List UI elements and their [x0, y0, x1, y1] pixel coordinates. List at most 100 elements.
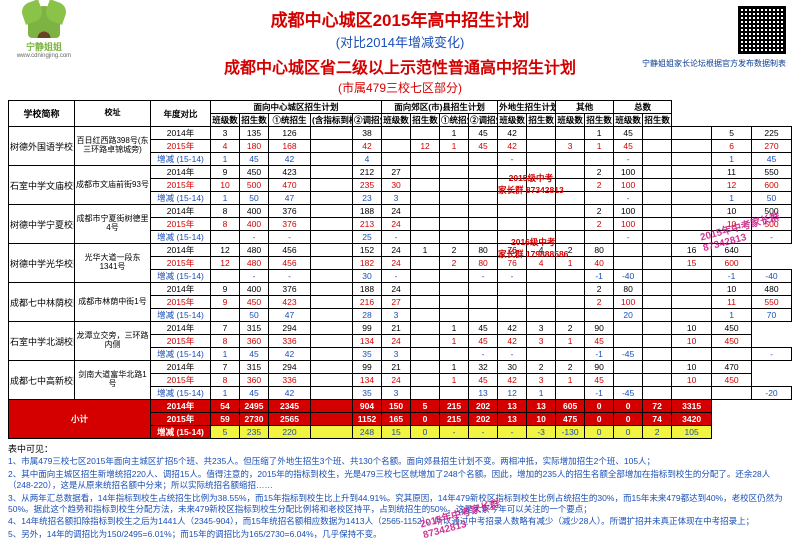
data-cell: 134: [353, 374, 382, 387]
data-cell: [311, 270, 353, 283]
data-cell: [643, 166, 672, 179]
subtotal-cell: 54: [211, 400, 240, 413]
data-cell: [440, 218, 469, 231]
data-cell: [556, 192, 585, 205]
data-cell: [643, 296, 672, 309]
data-cell: 188: [353, 205, 382, 218]
data-cell: 12: [411, 140, 440, 153]
data-cell: [311, 153, 353, 166]
school-name: 石室中学文庙校区: [9, 166, 75, 205]
data-cell: [498, 166, 527, 179]
data-cell: 2: [585, 205, 614, 218]
subtotal-cell: 1152: [353, 413, 382, 426]
col-subheader: ①统招生: [440, 114, 469, 127]
data-cell: -: [469, 348, 498, 361]
school-name: 树德外国语学校: [9, 127, 75, 166]
col-subheader: 班级数: [614, 114, 643, 127]
data-cell: -: [752, 348, 792, 361]
data-cell: [440, 348, 469, 361]
data-cell: [712, 348, 752, 361]
data-cell: [672, 296, 712, 309]
data-cell: [311, 244, 353, 257]
data-cell: [614, 244, 643, 257]
data-cell: 212: [353, 166, 382, 179]
data-cell: 32: [469, 361, 498, 374]
data-cell: [643, 309, 672, 322]
data-cell: [469, 231, 498, 244]
col-subheader: ①统招生: [269, 114, 311, 127]
data-cell: 35: [353, 348, 382, 361]
data-cell: 28: [353, 309, 382, 322]
data-cell: 45: [240, 153, 269, 166]
data-cell: [643, 270, 672, 283]
year-label: 2014年: [151, 361, 211, 374]
data-cell: 50: [752, 192, 792, 205]
col-subheader: 班级数: [211, 114, 240, 127]
data-cell: [469, 192, 498, 205]
data-cell: [311, 257, 353, 270]
year-label: 2015年: [151, 296, 211, 309]
data-cell: [614, 335, 643, 348]
data-cell: [469, 166, 498, 179]
year-label: 2015年: [151, 335, 211, 348]
data-cell: 480: [752, 283, 792, 296]
data-cell: [440, 231, 469, 244]
data-cell: [411, 127, 440, 140]
data-cell: -40: [752, 270, 792, 283]
data-cell: 182: [353, 257, 382, 270]
data-cell: 1: [440, 322, 469, 335]
year-label: 2015年: [151, 257, 211, 270]
subtotal-cell: 0: [585, 413, 614, 426]
data-cell: 35: [353, 387, 382, 400]
notes-item: 4、14年统招名额扣除指标到校生之后为1441人（2345-904），而15年统…: [8, 516, 792, 527]
data-cell: [527, 179, 556, 192]
data-cell: 152: [353, 244, 382, 257]
school-address: 成都市文庙前街93号: [75, 166, 151, 205]
data-cell: 2: [440, 244, 469, 257]
data-cell: -: [382, 270, 411, 283]
data-cell: [672, 218, 712, 231]
data-cell: 2: [556, 361, 585, 374]
data-cell: -: [382, 231, 411, 244]
year-label: 2014年: [151, 127, 211, 140]
data-cell: 1: [556, 374, 585, 387]
data-cell: 3: [382, 387, 411, 400]
data-cell: -1: [585, 387, 614, 400]
data-cell: 315: [240, 361, 269, 374]
data-cell: [411, 387, 440, 400]
data-cell: [498, 309, 527, 322]
data-cell: 80: [469, 244, 498, 257]
data-cell: [498, 283, 527, 296]
data-cell: [527, 296, 556, 309]
data-cell: 1: [712, 153, 752, 166]
data-cell: 1: [712, 192, 752, 205]
data-cell: 47: [269, 309, 311, 322]
data-cell: 423: [269, 296, 311, 309]
data-cell: 376: [269, 205, 311, 218]
school-name: 树德中学宁夏校区: [9, 205, 75, 244]
data-cell: 30: [498, 361, 527, 374]
data-cell: [527, 166, 556, 179]
data-cell: 1: [527, 387, 556, 400]
data-cell: [469, 179, 498, 192]
data-cell: 294: [269, 322, 311, 335]
data-cell: 450: [712, 335, 752, 348]
data-cell: 24: [382, 218, 411, 231]
data-cell: [411, 335, 440, 348]
subtotal-cell: 215: [440, 413, 469, 426]
data-cell: [440, 387, 469, 400]
data-cell: [643, 127, 672, 140]
subtotal-cell: 105: [672, 426, 712, 439]
data-cell: [440, 166, 469, 179]
subtotal-label: 小计: [9, 400, 151, 439]
year-label: 增减 (15-14): [151, 309, 211, 322]
year-label: 增减 (15-14): [151, 426, 211, 439]
data-cell: [672, 231, 712, 244]
data-cell: [382, 153, 411, 166]
col-subheader: (含指标到校生): [311, 114, 353, 127]
subtotal-cell: 2345: [269, 400, 311, 413]
data-cell: 10: [672, 335, 712, 348]
subtotal-cell: 2565: [269, 413, 311, 426]
data-cell: 1: [211, 387, 240, 400]
data-cell: [614, 322, 643, 335]
